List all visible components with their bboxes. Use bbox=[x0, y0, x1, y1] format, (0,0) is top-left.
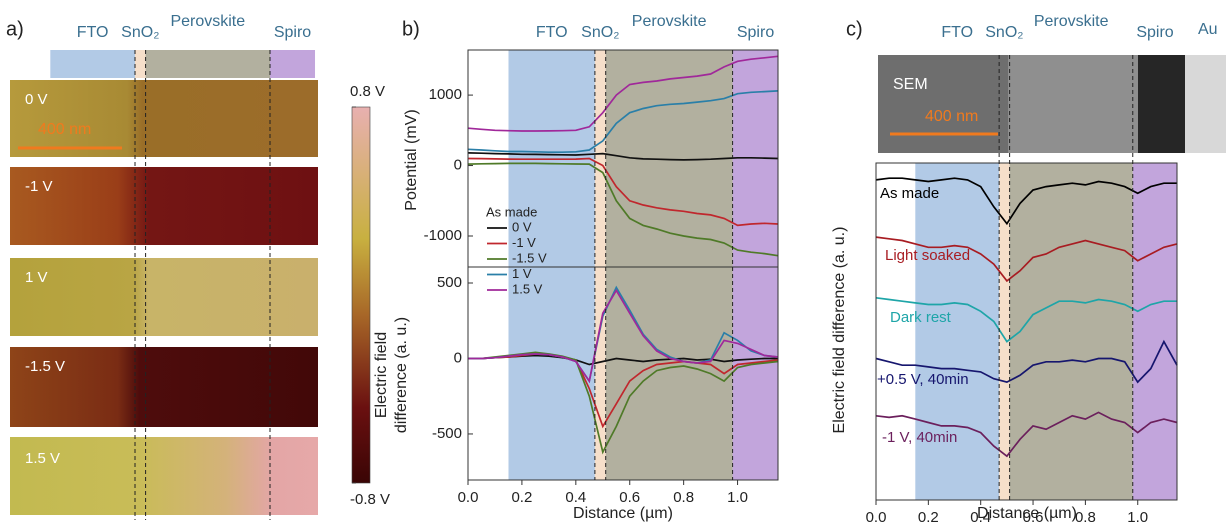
sem-image: SEM 400 nm bbox=[878, 55, 1226, 153]
panel-label: b) bbox=[402, 18, 420, 40]
colorbar-label: -0.8 V bbox=[350, 491, 390, 508]
layer-region bbox=[915, 163, 1000, 500]
legend-label: -1 V bbox=[512, 235, 536, 250]
x-tick-label: 0.6 bbox=[619, 489, 640, 506]
y-axis-label: Electric field difference (a. u.) bbox=[831, 227, 848, 434]
sem-region bbox=[1138, 55, 1185, 153]
legend-title: As made bbox=[486, 204, 537, 219]
x-axis-label: Distance (µm) bbox=[977, 505, 1077, 522]
y-axis-label: Potential (mV) bbox=[403, 109, 420, 210]
sem-region bbox=[1008, 55, 1138, 153]
legend-label: -1.5 V bbox=[512, 250, 547, 265]
kpfm-maps: 0 V -1 V 1 V -1.5 V 1.5 V 400 nm bbox=[10, 80, 371, 515]
layer-region bbox=[508, 50, 595, 480]
x-tick-label: 0.0 bbox=[866, 509, 887, 522]
x-axis-label: Distance (µm) bbox=[573, 505, 673, 522]
legend-label: 0 V bbox=[512, 219, 532, 234]
map bbox=[10, 80, 318, 157]
layer-region bbox=[999, 163, 1010, 500]
map-label: 1 V bbox=[25, 269, 48, 286]
x-tick-label: 0.4 bbox=[970, 509, 991, 522]
x-tick-label: 0.6 bbox=[1023, 509, 1044, 522]
layer-label: SnO₂ bbox=[121, 24, 159, 41]
layer-region bbox=[1132, 163, 1178, 500]
layer-label: FTO bbox=[536, 24, 568, 41]
legend-label: 1.5 V bbox=[512, 281, 543, 296]
layer-label: SnO₂ bbox=[985, 24, 1023, 41]
panel-label: c) bbox=[846, 18, 863, 40]
layer-label: Spiro bbox=[737, 24, 774, 41]
layer-label: Perovskite bbox=[632, 13, 707, 30]
layer-label: SnO₂ bbox=[581, 24, 619, 41]
layer-label: Perovskite bbox=[170, 13, 245, 30]
map-label: 1.5 V bbox=[25, 450, 60, 467]
series-line bbox=[467, 55, 779, 132]
layer-label: FTO bbox=[941, 24, 973, 41]
x-tick-label: 0.0 bbox=[458, 489, 479, 506]
layer-label: Au bbox=[1198, 21, 1218, 38]
plot-frame bbox=[875, 162, 1178, 501]
series-label: Dark rest bbox=[890, 309, 952, 326]
layer-region bbox=[732, 50, 779, 480]
series-label: As made bbox=[880, 185, 939, 202]
scale-bar-label: 400 nm bbox=[38, 121, 91, 138]
map-label: -1 V bbox=[25, 178, 53, 195]
scale-bar-label: 400 nm bbox=[925, 108, 978, 125]
series-line bbox=[467, 162, 779, 257]
series-line bbox=[875, 236, 1178, 283]
layer-label: FTO bbox=[77, 24, 109, 41]
y-axis-label: Electric field bbox=[373, 332, 390, 418]
series-line bbox=[467, 90, 779, 154]
series-line bbox=[875, 296, 1177, 343]
map bbox=[10, 347, 318, 427]
layer-region bbox=[605, 50, 733, 480]
y-tick-label: -1000 bbox=[424, 227, 462, 244]
x-tick-label: 1.0 bbox=[1127, 509, 1148, 522]
sem-region bbox=[1185, 55, 1226, 153]
layer-region bbox=[270, 50, 316, 78]
series-line bbox=[875, 177, 1177, 226]
layer-label: Perovskite bbox=[1034, 13, 1109, 30]
map bbox=[10, 258, 318, 336]
y-tick-label: 0 bbox=[454, 349, 462, 366]
series-line bbox=[467, 152, 779, 161]
x-tick-label: 1.0 bbox=[727, 489, 748, 506]
map-label: -1.5 V bbox=[25, 358, 65, 375]
y-tick-label: 1000 bbox=[429, 86, 462, 103]
series-label: Light soaked bbox=[885, 247, 970, 264]
y-tick-label: 500 bbox=[437, 274, 462, 291]
y-axis-label: difference (a. u.) bbox=[393, 317, 410, 433]
x-tick-label: 0.4 bbox=[565, 489, 586, 506]
sem-region bbox=[878, 55, 1008, 153]
colorbar-label: 0.8 V bbox=[350, 83, 385, 100]
legend-label: 1 V bbox=[512, 266, 532, 281]
series-line bbox=[468, 288, 779, 384]
layer-region bbox=[50, 50, 136, 78]
layer-region bbox=[135, 50, 146, 78]
x-tick-label: 0.8 bbox=[1075, 509, 1096, 522]
series-line bbox=[875, 411, 1178, 458]
layer-label: Spiro bbox=[274, 24, 311, 41]
plot-frame bbox=[467, 266, 779, 481]
layer-region bbox=[594, 50, 606, 480]
sem-label: SEM bbox=[893, 76, 928, 93]
colorbar bbox=[351, 106, 371, 484]
map bbox=[10, 167, 318, 245]
map bbox=[10, 437, 318, 515]
y-tick-label: 0 bbox=[454, 157, 462, 174]
series-label: +0.5 V, 40min bbox=[877, 371, 969, 388]
y-tick-label: -500 bbox=[432, 425, 462, 442]
series-label: -1 V, 40min bbox=[882, 429, 957, 446]
x-tick-label: 0.2 bbox=[511, 489, 532, 506]
series-line bbox=[467, 157, 779, 227]
layer-region bbox=[1009, 163, 1133, 500]
layer-region bbox=[145, 50, 271, 78]
panel-label: a) bbox=[6, 18, 24, 40]
series-line bbox=[875, 339, 1178, 384]
x-tick-label: 0.8 bbox=[673, 489, 694, 506]
map-label: 0 V bbox=[25, 91, 48, 108]
layer-label: Spiro bbox=[1136, 24, 1173, 41]
x-tick-label: 0.2 bbox=[918, 509, 939, 522]
